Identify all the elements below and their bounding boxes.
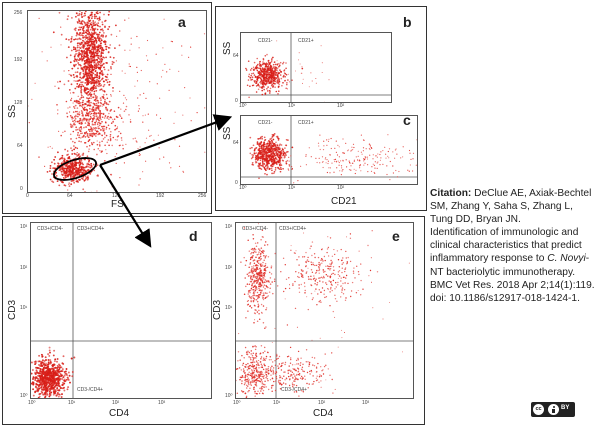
citation-title-post: -NT bacteriolytic immunotherapy.: [430, 253, 590, 278]
citation-title-pre: Identification of immunologic and clinic…: [430, 227, 582, 265]
quad-e-tr: CD3+/CD4+: [279, 226, 307, 232]
by-person-icon: [548, 404, 559, 415]
tick-d-y1: 10²: [20, 265, 28, 271]
quad-e-tl: CD3+/CD4-: [242, 226, 268, 232]
tick-a-y0: 256: [14, 10, 23, 16]
tick-e-x3: 10³: [362, 400, 370, 406]
tick-e-x2: 10²: [318, 400, 326, 406]
tick-d-x2: 10²: [112, 400, 120, 406]
xlabel-c: CD21: [331, 196, 357, 207]
tick-d-x3: 10³: [158, 400, 166, 406]
tick-d-x1: 10¹: [68, 400, 76, 406]
tick-c-y1: 0: [235, 180, 238, 186]
tick-a-y2: 128: [14, 100, 23, 106]
xlabel-d: CD4: [109, 408, 130, 419]
tick-a-x3: 192: [156, 193, 165, 199]
scatter-c: [241, 116, 417, 184]
tick-e-y2: 10¹: [225, 305, 233, 311]
tick-a-y1: 192: [14, 57, 23, 63]
citation-doi: doi: 10.1186/s12917-018-1424-1.: [430, 292, 580, 304]
cc-icon: cc: [533, 404, 544, 415]
plot-b: [240, 32, 392, 103]
ylabel-a: SS: [7, 104, 18, 118]
tick-c-x0: 10⁰: [239, 185, 247, 191]
citation-title-ital: C. Novyi: [547, 253, 586, 265]
tick-e-y1: 10²: [225, 265, 233, 271]
quad-b-left: CD21-: [258, 38, 273, 44]
ylabel-d: CD3: [7, 299, 18, 320]
panel-label-c: c: [403, 112, 411, 128]
tick-b-y0: 64: [233, 53, 239, 59]
quad-b-right: CD21+: [298, 38, 314, 44]
scatter-b: [241, 33, 391, 102]
plot-e: [235, 222, 414, 399]
scatter-a: [28, 11, 206, 192]
quad-c-left: CD21-: [258, 120, 273, 126]
quad-d-tr: CD3+/CD4+: [77, 226, 105, 232]
scatter-d: [31, 223, 211, 398]
quad-d-tl: CD3+/CD4-: [37, 226, 63, 232]
quad-e-br: CD3-/CD4+: [281, 387, 307, 393]
quad-d-br: CD3-/CD4+: [77, 387, 103, 393]
citation-heading: Citation:: [430, 188, 472, 199]
tick-d-y0: 10³: [20, 224, 28, 230]
tick-a-x4: 256: [198, 193, 207, 199]
tick-c-y0: 64: [233, 140, 239, 146]
tick-e-y0: 10³: [225, 224, 233, 230]
tick-e-x1: 10¹: [273, 400, 281, 406]
citation-block: Citation: DeClue AE, Axiak-Bechtel SM, Z…: [430, 187, 598, 305]
tick-b-x2: 10²: [337, 103, 345, 109]
panel-label-a: a: [178, 14, 186, 30]
tick-b-x0: 10⁰: [239, 103, 247, 109]
tick-a-x1: 64: [67, 193, 73, 199]
tick-e-y3: 10⁰: [225, 393, 233, 399]
tick-a-x2: 128: [112, 193, 121, 199]
tick-d-y2: 10¹: [20, 305, 28, 311]
panel-label-b: b: [403, 14, 412, 30]
tick-e-x0: 10⁰: [233, 400, 241, 406]
ylabel-b: SS: [222, 41, 233, 55]
plot-d: [30, 222, 212, 399]
cc-by-icon: cc BY: [531, 402, 575, 417]
tick-b-x1: 10¹: [288, 103, 296, 109]
tick-a-y4: 0: [20, 186, 23, 192]
panel-label-e: e: [392, 228, 400, 244]
plot-a: [27, 10, 207, 193]
tick-d-y3: 10⁰: [20, 393, 28, 399]
panel-label-d: d: [189, 228, 198, 244]
tick-b-y1: 0: [235, 98, 238, 104]
tick-a-y3: 64: [17, 143, 23, 149]
quad-c-right: CD21+: [298, 120, 314, 126]
citation-journal: BMC Vet Res. 2018 Apr 2;14(1):119.: [430, 279, 595, 291]
tick-d-x0: 10⁰: [28, 400, 36, 406]
tick-a-x0: 0: [26, 193, 29, 199]
citation-authors: DeClue AE, Axiak-Bechtel SM, Zhang Y, Sa…: [430, 188, 592, 226]
tick-c-x2: 10²: [337, 185, 345, 191]
ylabel-e: CD3: [212, 299, 223, 320]
plot-c: [240, 115, 418, 185]
xlabel-e: CD4: [313, 408, 334, 419]
scatter-e: [236, 223, 413, 398]
tick-c-x1: 10¹: [288, 185, 296, 191]
xlabel-a: FS: [111, 199, 124, 210]
ylabel-c: SS: [222, 126, 233, 140]
by-label: BY: [561, 405, 570, 411]
